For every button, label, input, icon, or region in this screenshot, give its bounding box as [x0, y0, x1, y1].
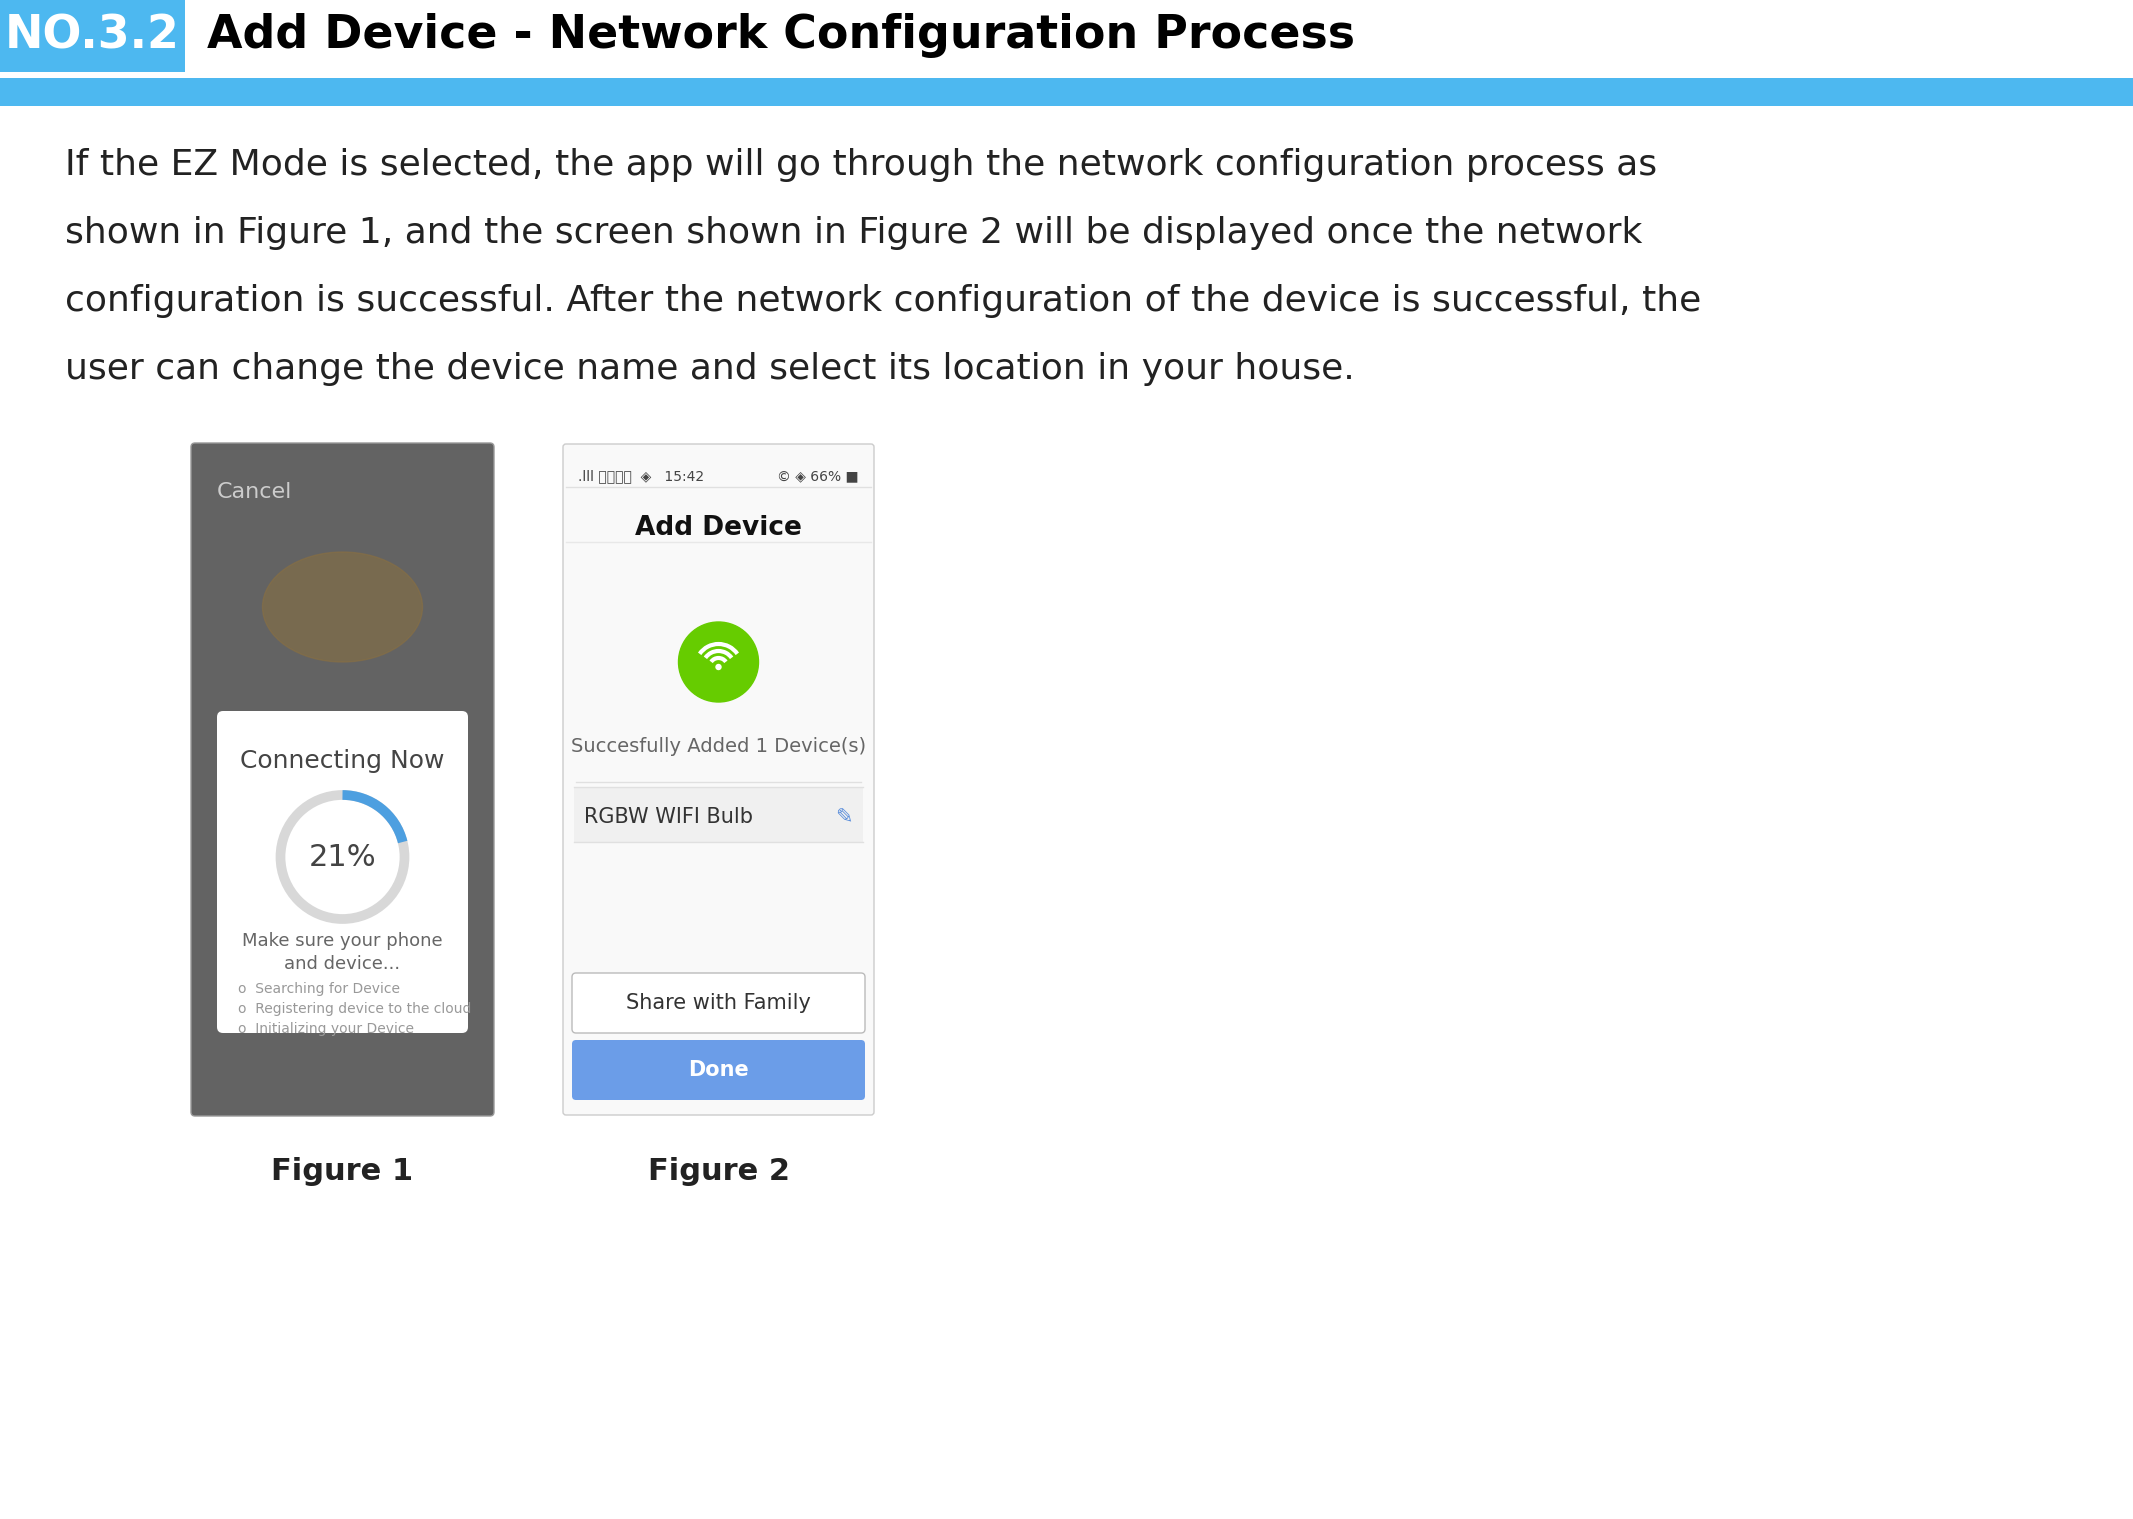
Text: o  Registering device to the cloud: o Registering device to the cloud	[239, 1003, 471, 1016]
FancyBboxPatch shape	[192, 444, 495, 1116]
Circle shape	[717, 664, 721, 670]
Text: If the EZ Mode is selected, the app will go through the network configuration pr: If the EZ Mode is selected, the app will…	[64, 147, 1657, 182]
Text: Succesfully Added 1 Device(s): Succesfully Added 1 Device(s)	[572, 737, 866, 756]
Text: NO.3.2: NO.3.2	[4, 14, 179, 59]
Text: Add Device - Network Configuration Process: Add Device - Network Configuration Proce…	[207, 14, 1354, 59]
Text: shown in Figure 1, and the screen shown in Figure 2 will be displayed once the n: shown in Figure 1, and the screen shown …	[64, 216, 1642, 251]
Text: Done: Done	[689, 1060, 749, 1080]
Text: ✎: ✎	[836, 807, 853, 826]
Text: Share with Family: Share with Family	[627, 993, 811, 1013]
Ellipse shape	[262, 551, 422, 662]
Text: RGBW WIFI Bulb: RGBW WIFI Bulb	[584, 807, 753, 826]
Text: © ◈ 66% ■: © ◈ 66% ■	[776, 469, 860, 483]
Text: .lll 中国电信  ◈   15:42: .lll 中国电信 ◈ 15:42	[578, 469, 704, 483]
Text: Figure 1: Figure 1	[271, 1157, 414, 1186]
Text: Add Device: Add Device	[636, 515, 802, 541]
Text: Make sure your phone: Make sure your phone	[243, 933, 444, 949]
Text: o  Searching for Device: o Searching for Device	[239, 981, 401, 996]
FancyBboxPatch shape	[0, 77, 2133, 106]
Circle shape	[678, 621, 759, 702]
Text: and device...: and device...	[284, 955, 401, 974]
Text: o  Initializing your Device: o Initializing your Device	[239, 1022, 414, 1036]
Text: Connecting Now: Connecting Now	[241, 749, 446, 773]
Text: Figure 2: Figure 2	[648, 1157, 789, 1186]
Text: configuration is successful. After the network configuration of the device is su: configuration is successful. After the n…	[64, 284, 1702, 317]
Text: Cancel: Cancel	[218, 482, 292, 501]
FancyBboxPatch shape	[563, 444, 875, 1115]
FancyBboxPatch shape	[572, 974, 866, 1033]
Text: 21%: 21%	[309, 843, 375, 872]
FancyBboxPatch shape	[574, 787, 864, 842]
FancyBboxPatch shape	[218, 711, 467, 1033]
Text: user can change the device name and select its location in your house.: user can change the device name and sele…	[64, 352, 1354, 386]
FancyBboxPatch shape	[0, 0, 186, 71]
FancyBboxPatch shape	[572, 1041, 866, 1100]
